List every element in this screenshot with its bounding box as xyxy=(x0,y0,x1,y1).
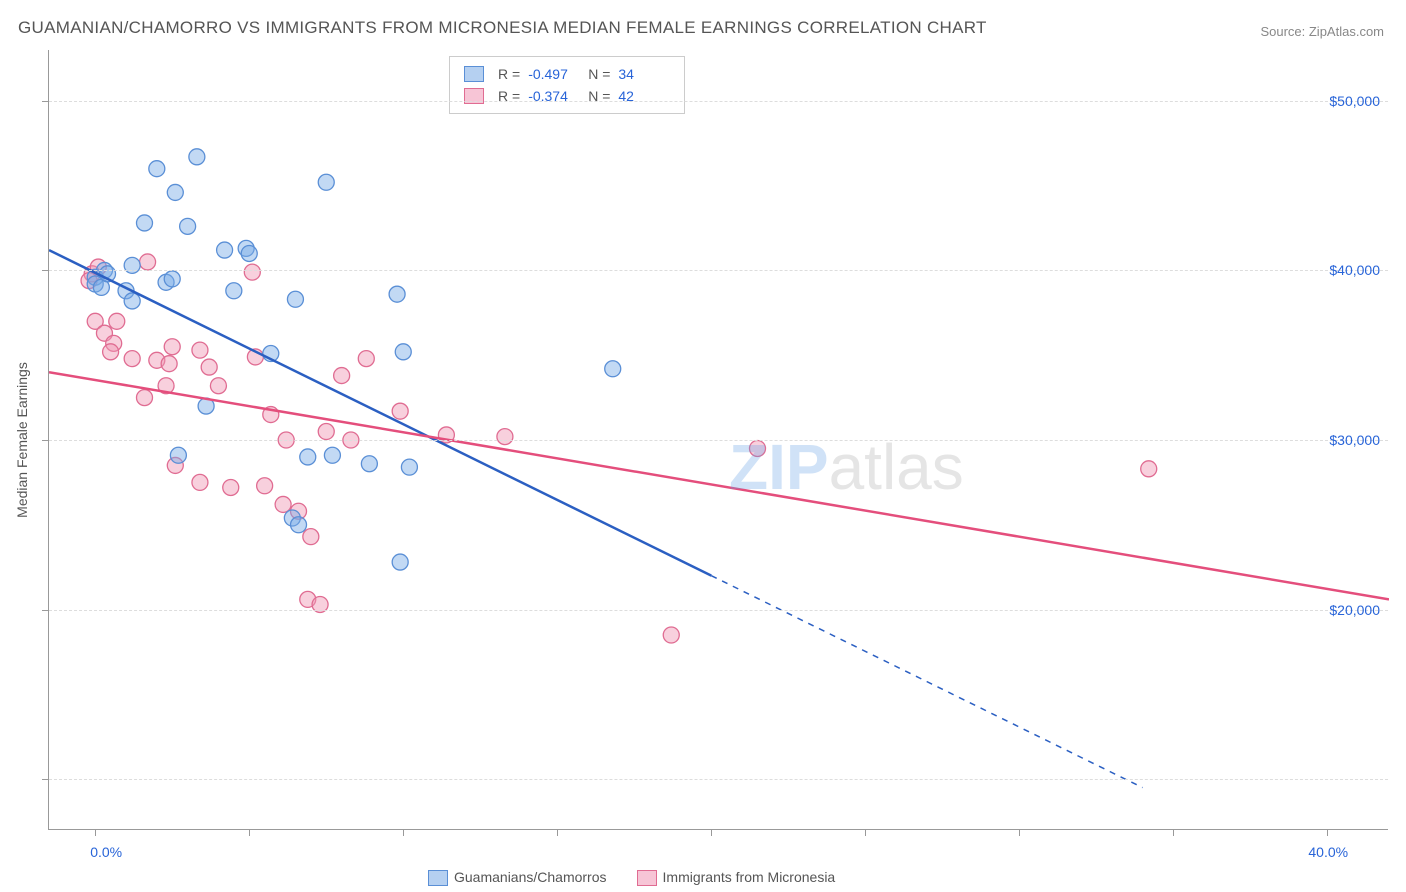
x-axis-min-label: 0.0% xyxy=(90,844,122,860)
legend-swatch xyxy=(464,66,484,82)
scatter-point xyxy=(1141,461,1157,477)
n-label: N = xyxy=(588,85,610,107)
scatter-point xyxy=(124,293,140,309)
gridline-h xyxy=(49,270,1388,271)
scatter-point xyxy=(136,390,152,406)
scatter-point xyxy=(136,215,152,231)
scatter-point xyxy=(164,271,180,287)
y-tick-label: $30,000 xyxy=(1329,432,1380,448)
y-tick-label: $40,000 xyxy=(1329,262,1380,278)
scatter-point xyxy=(241,245,257,261)
scatter-point xyxy=(161,356,177,372)
x-tick xyxy=(249,829,250,836)
plot-area: R =-0.497N =34R =-0.374N =42 ZIPatlas $2… xyxy=(48,50,1388,830)
scatter-point xyxy=(124,351,140,367)
scatter-point xyxy=(201,359,217,375)
scatter-point xyxy=(189,149,205,165)
scatter-point xyxy=(303,529,319,545)
n-label: N = xyxy=(588,63,610,85)
stats-legend: R = -0.497 N = 34 R = -0.374 N = 42 xyxy=(449,56,685,114)
scatter-point xyxy=(401,459,417,475)
legend-swatch xyxy=(637,870,657,886)
scatter-point xyxy=(318,174,334,190)
legend-swatch xyxy=(428,870,448,886)
scatter-point xyxy=(605,361,621,377)
n-value: 34 xyxy=(618,63,670,85)
scatter-point xyxy=(192,342,208,358)
scatter-point xyxy=(170,447,186,463)
scatter-point xyxy=(244,264,260,280)
y-tick-label: $50,000 xyxy=(1329,93,1380,109)
scatter-point xyxy=(103,344,119,360)
y-tick xyxy=(42,610,49,611)
gridline-h xyxy=(49,440,1388,441)
n-value: 42 xyxy=(618,85,670,107)
scatter-point xyxy=(226,283,242,299)
scatter-point xyxy=(287,291,303,307)
stats-legend-row: R = -0.374 N = 42 xyxy=(464,85,670,107)
scatter-point xyxy=(192,474,208,490)
scatter-point xyxy=(392,403,408,419)
source-attribution: Source: ZipAtlas.com xyxy=(1260,24,1384,39)
legend-label: Immigrants from Micronesia xyxy=(663,869,836,885)
x-tick xyxy=(865,829,866,836)
scatter-point xyxy=(318,424,334,440)
x-tick xyxy=(403,829,404,836)
bottom-legend-item: Immigrants from Micronesia xyxy=(637,869,836,886)
trend-line-extrapolated xyxy=(711,576,1142,788)
scatter-point xyxy=(167,184,183,200)
scatter-point xyxy=(275,496,291,512)
x-tick xyxy=(711,829,712,836)
y-tick xyxy=(42,101,49,102)
x-tick xyxy=(1019,829,1020,836)
gridline-h xyxy=(49,779,1388,780)
y-tick xyxy=(42,270,49,271)
scatter-point xyxy=(140,254,156,270)
scatter-point xyxy=(392,554,408,570)
scatter-point xyxy=(395,344,411,360)
scatter-point xyxy=(750,440,766,456)
y-axis-label: Median Female Earnings xyxy=(14,362,30,518)
scatter-point xyxy=(291,517,307,533)
stats-legend-row: R = -0.497 N = 34 xyxy=(464,63,670,85)
scatter-point xyxy=(257,478,273,494)
scatter-point xyxy=(109,313,125,329)
x-tick xyxy=(1173,829,1174,836)
y-tick xyxy=(42,779,49,780)
scatter-point xyxy=(217,242,233,258)
trend-line xyxy=(49,372,1389,599)
gridline-h xyxy=(49,101,1388,102)
r-label: R = xyxy=(498,85,520,107)
scatter-point xyxy=(164,339,180,355)
scatter-point xyxy=(334,368,350,384)
scatter-point xyxy=(358,351,374,367)
scatter-point xyxy=(324,447,340,463)
scatter-point xyxy=(497,429,513,445)
x-axis-max-label: 40.0% xyxy=(1308,844,1348,860)
x-tick xyxy=(557,829,558,836)
scatter-point xyxy=(663,627,679,643)
scatter-point xyxy=(361,456,377,472)
y-tick-label: $20,000 xyxy=(1329,602,1380,618)
bottom-legend: Guamanians/Chamorros Immigrants from Micr… xyxy=(428,869,835,886)
legend-label: Guamanians/Chamorros xyxy=(454,869,607,885)
chart-title: GUAMANIAN/CHAMORRO VS IMMIGRANTS FROM MI… xyxy=(18,18,987,38)
scatter-point xyxy=(180,218,196,234)
x-tick xyxy=(1327,829,1328,836)
x-tick xyxy=(95,829,96,836)
r-value: -0.374 xyxy=(528,85,580,107)
r-value: -0.497 xyxy=(528,63,580,85)
y-tick xyxy=(42,440,49,441)
bottom-legend-item: Guamanians/Chamorros xyxy=(428,869,607,886)
trend-line xyxy=(49,250,711,576)
scatter-point xyxy=(223,479,239,495)
scatter-point xyxy=(149,161,165,177)
r-label: R = xyxy=(498,63,520,85)
scatter-point xyxy=(300,449,316,465)
gridline-h xyxy=(49,610,1388,611)
scatter-point xyxy=(210,378,226,394)
scatter-point xyxy=(389,286,405,302)
